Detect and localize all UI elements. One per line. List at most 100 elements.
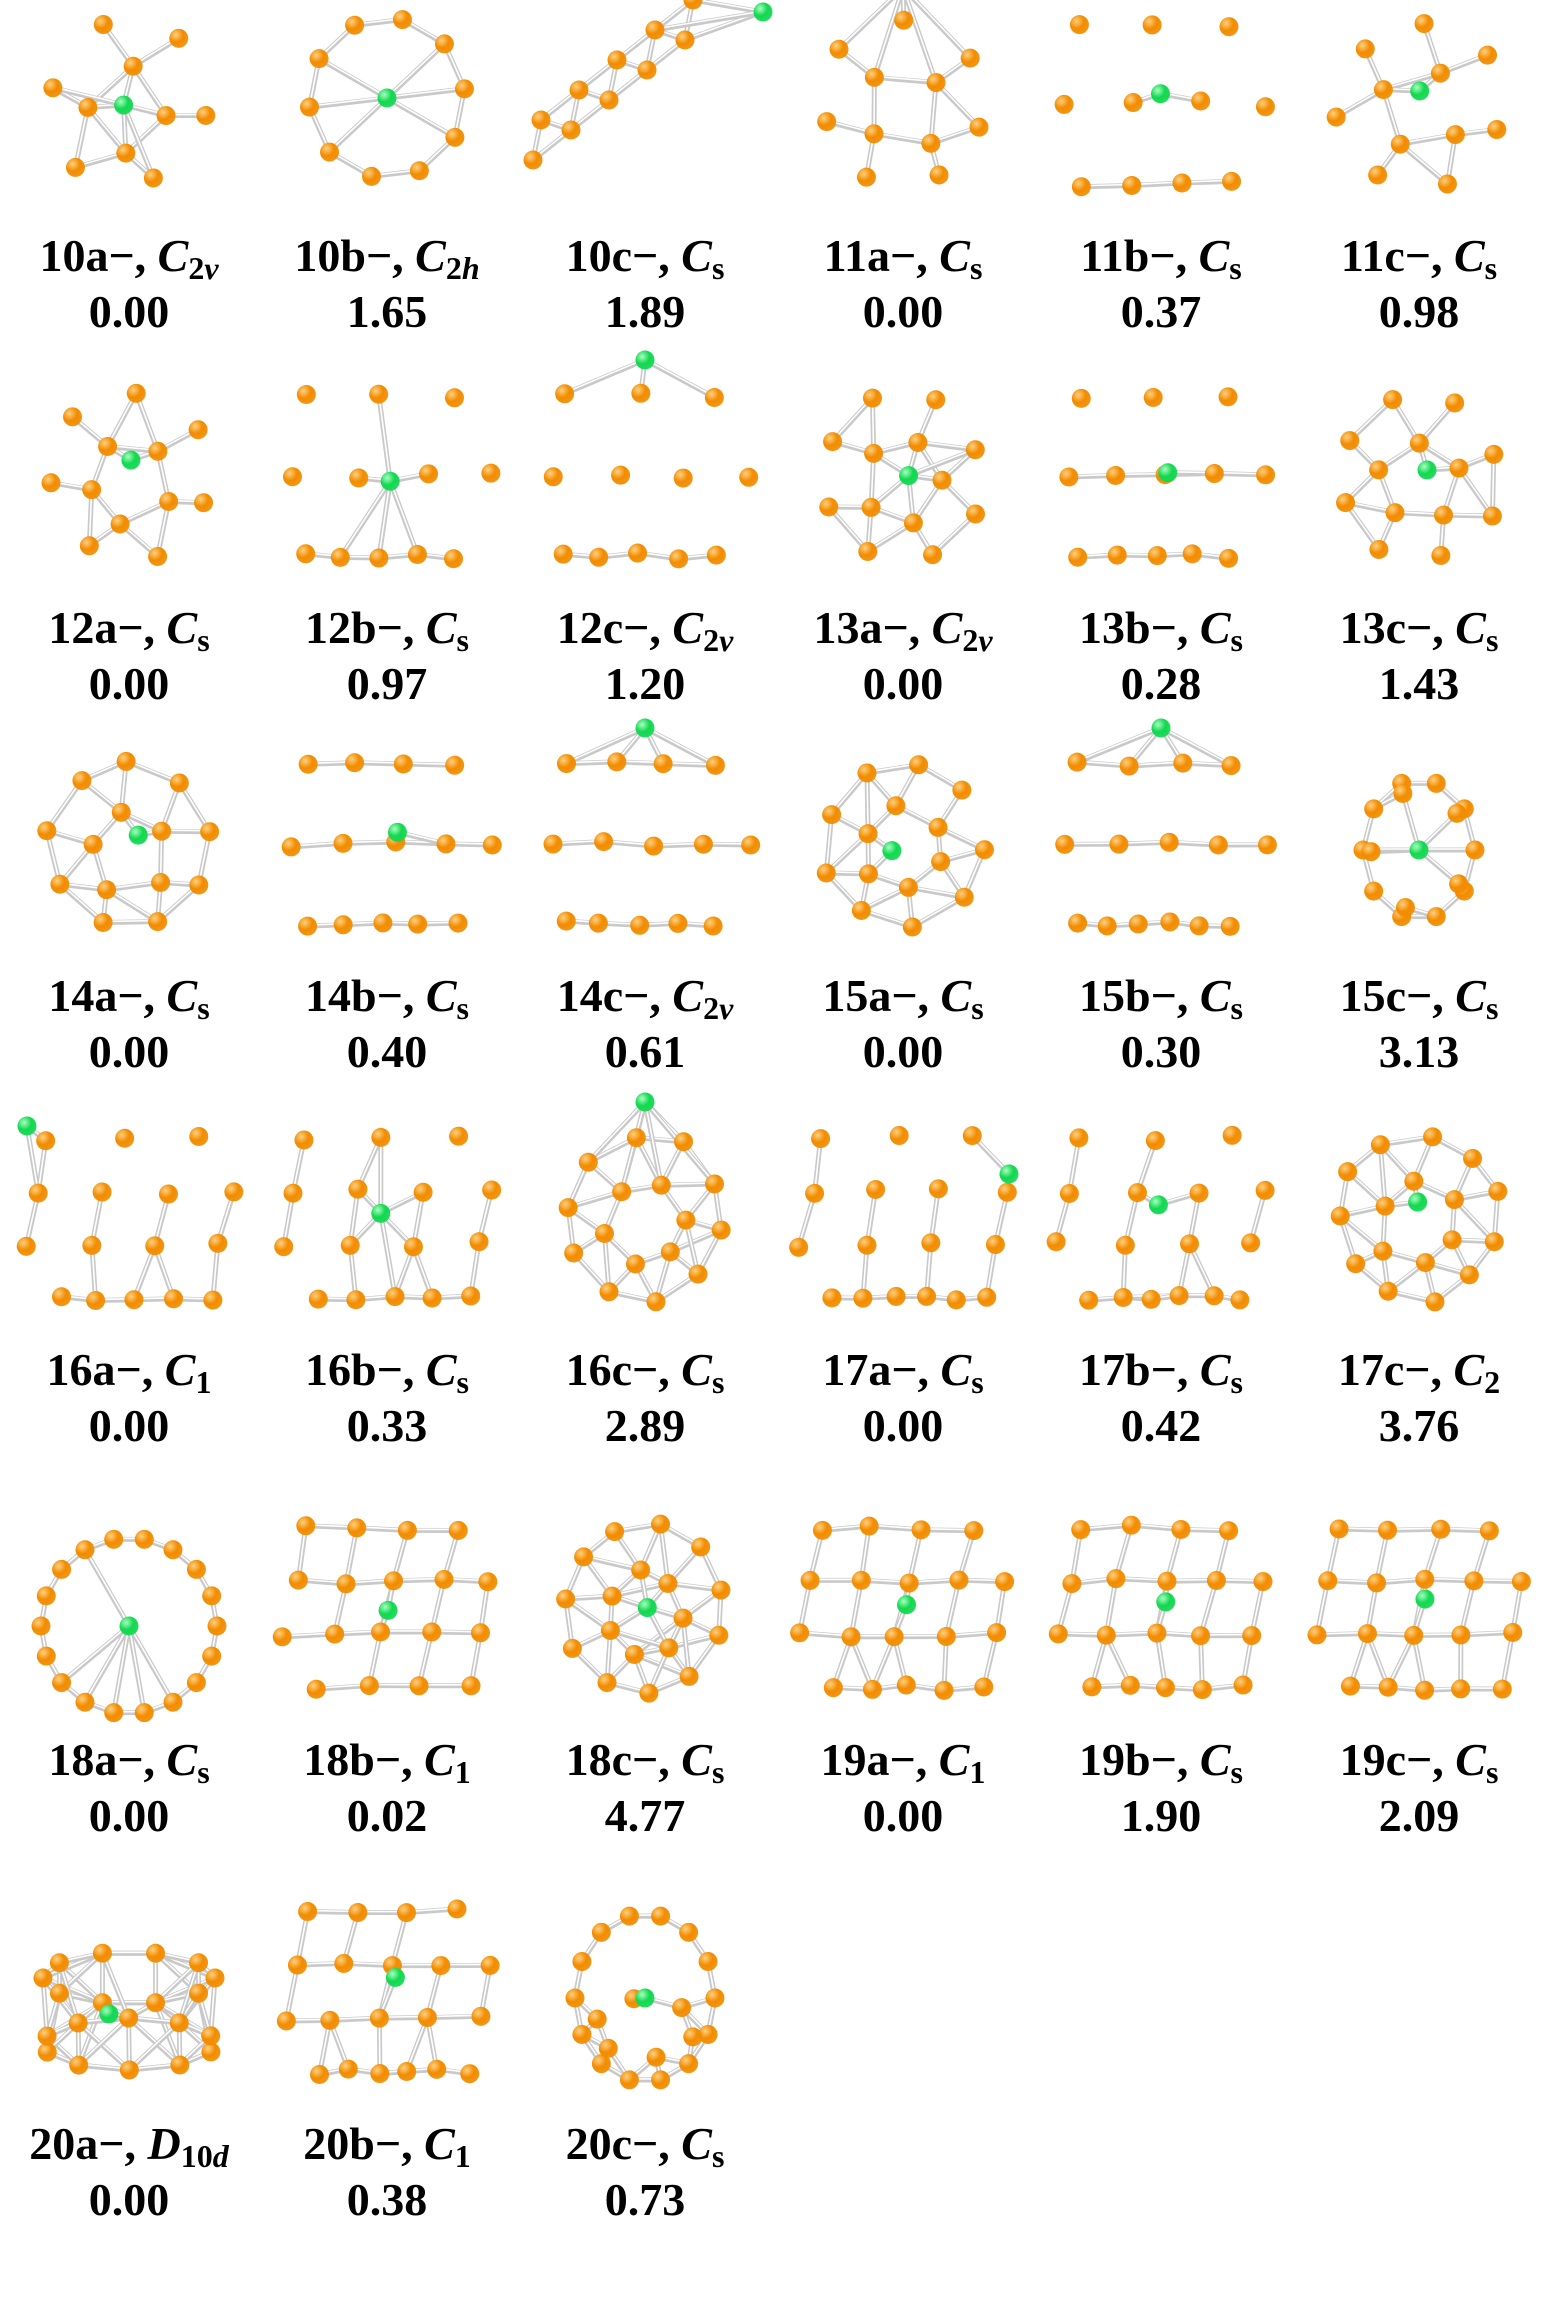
atoms (37, 751, 220, 932)
point-group-subscript: 1 (454, 1754, 471, 1790)
host-atom (591, 1922, 611, 1942)
host-atom (886, 1286, 906, 1306)
bond-highlight (389, 479, 419, 555)
host-atom (470, 1623, 490, 1643)
host-atom (189, 875, 209, 895)
isomer-11c: 11c−, Cs 0.98 (1290, 0, 1548, 402)
host-atom (36, 1586, 56, 1606)
isomer-16a: 16a−, C1 0.00 (0, 1114, 258, 1516)
host-atom (205, 1968, 225, 1988)
charge-superscript: − (374, 1734, 402, 1785)
charge-superscript: − (117, 970, 144, 1021)
bond-highlight (26, 1124, 40, 1193)
bond-highlight (128, 1624, 146, 1713)
point-group-subscript: 2v (188, 250, 219, 286)
point-group-subscript: s (1485, 1754, 1499, 1790)
bond-highlight (308, 96, 388, 107)
host-atom (1465, 840, 1485, 860)
host-atom (164, 1289, 184, 1309)
atoms (543, 718, 761, 936)
host-atom (409, 1676, 429, 1696)
point-group: C (157, 230, 189, 281)
charge-superscript: − (1406, 1734, 1433, 1785)
cluster-structure-11b (1054, 15, 1275, 197)
host-atom (422, 1288, 442, 1308)
relative-energy: 0.02 (346, 1790, 428, 1841)
host-atom (281, 837, 301, 857)
host-atom (1172, 173, 1192, 193)
dopant-atom (387, 822, 407, 842)
charge-superscript: − (632, 1344, 659, 1395)
host-atom (1071, 177, 1091, 197)
host-atom (1442, 1230, 1462, 1250)
point-group-subscript: 1 (454, 2138, 471, 2174)
bond (581, 1554, 644, 1573)
bond (906, 447, 978, 479)
host-atom (1390, 134, 1410, 154)
isomer-15a: 15a−, Cs 0.00 (774, 740, 1032, 1142)
bond-highlight (911, 895, 966, 927)
host-atom (298, 1902, 318, 1922)
host-atom (1204, 464, 1224, 484)
bonds (23, 1123, 237, 1303)
host-atom (447, 1899, 467, 1919)
host-atom (417, 2008, 437, 2028)
charge-superscript: − (891, 1344, 918, 1395)
host-atom (427, 2059, 447, 2079)
host-atom (1484, 1232, 1504, 1252)
host-atom (644, 836, 664, 856)
isomer-label: 14b−, Cs (305, 970, 469, 1026)
point-group: C (425, 1344, 457, 1395)
dopant-atom (119, 1616, 139, 1636)
host-atom (373, 913, 393, 933)
relative-energy: 3.13 (1378, 1026, 1460, 1077)
host-atom (921, 133, 941, 153)
bond (384, 86, 467, 101)
isomer-name: 11a (823, 230, 891, 281)
isomer-name: 20a (29, 2118, 99, 2169)
host-atom (864, 67, 884, 87)
isomer-label: 14c−, C2v (556, 970, 734, 1026)
bond-highlight (84, 1624, 130, 1703)
host-atom (908, 432, 928, 452)
bond-highlight (582, 1555, 642, 1570)
host-atom (1463, 1148, 1483, 1168)
host-atom (889, 1126, 909, 1146)
point-group: C (940, 970, 972, 1021)
isomer-name: 16c (565, 1344, 633, 1395)
host-atom (1159, 832, 1179, 852)
charge-superscript: − (1150, 1344, 1177, 1395)
relative-energy: 4.77 (604, 1790, 686, 1841)
bond-highlight (565, 726, 646, 764)
host-atom (1451, 1679, 1471, 1699)
charge-superscript: − (376, 1344, 403, 1395)
bonds (1314, 1526, 1524, 1693)
bond (316, 56, 390, 101)
point-group-subscript: s (1230, 990, 1243, 1026)
host-atom (1447, 803, 1467, 823)
host-atom (188, 420, 208, 440)
isomer-name: 19b (1079, 1734, 1151, 1785)
host-atom (1147, 1623, 1167, 1643)
isomer-label: 16a−, C1 (46, 1344, 212, 1400)
host-atom (41, 473, 61, 493)
isomer-19a: 19a−, C1 0.00 (774, 1504, 1032, 1906)
host-atom (92, 1943, 112, 1963)
host-atom (119, 2060, 139, 2080)
host-atom (1221, 756, 1241, 776)
host-atom (296, 385, 316, 405)
host-atom (320, 2010, 340, 2030)
atoms (558, 1092, 731, 1312)
relative-energy: 0.00 (88, 1790, 170, 1841)
bond-highlight (122, 103, 155, 178)
isomer-label: 12c−, C2v (556, 602, 734, 658)
host-atom (564, 1243, 584, 1263)
host-atom (1120, 1675, 1140, 1695)
host-atom (148, 546, 168, 566)
host-atom (612, 1182, 632, 1202)
host-atom (1206, 1571, 1226, 1591)
host-atom (298, 916, 318, 936)
host-atom (1204, 1286, 1224, 1306)
bond-highlight (609, 1628, 670, 1648)
host-atom (419, 464, 439, 484)
